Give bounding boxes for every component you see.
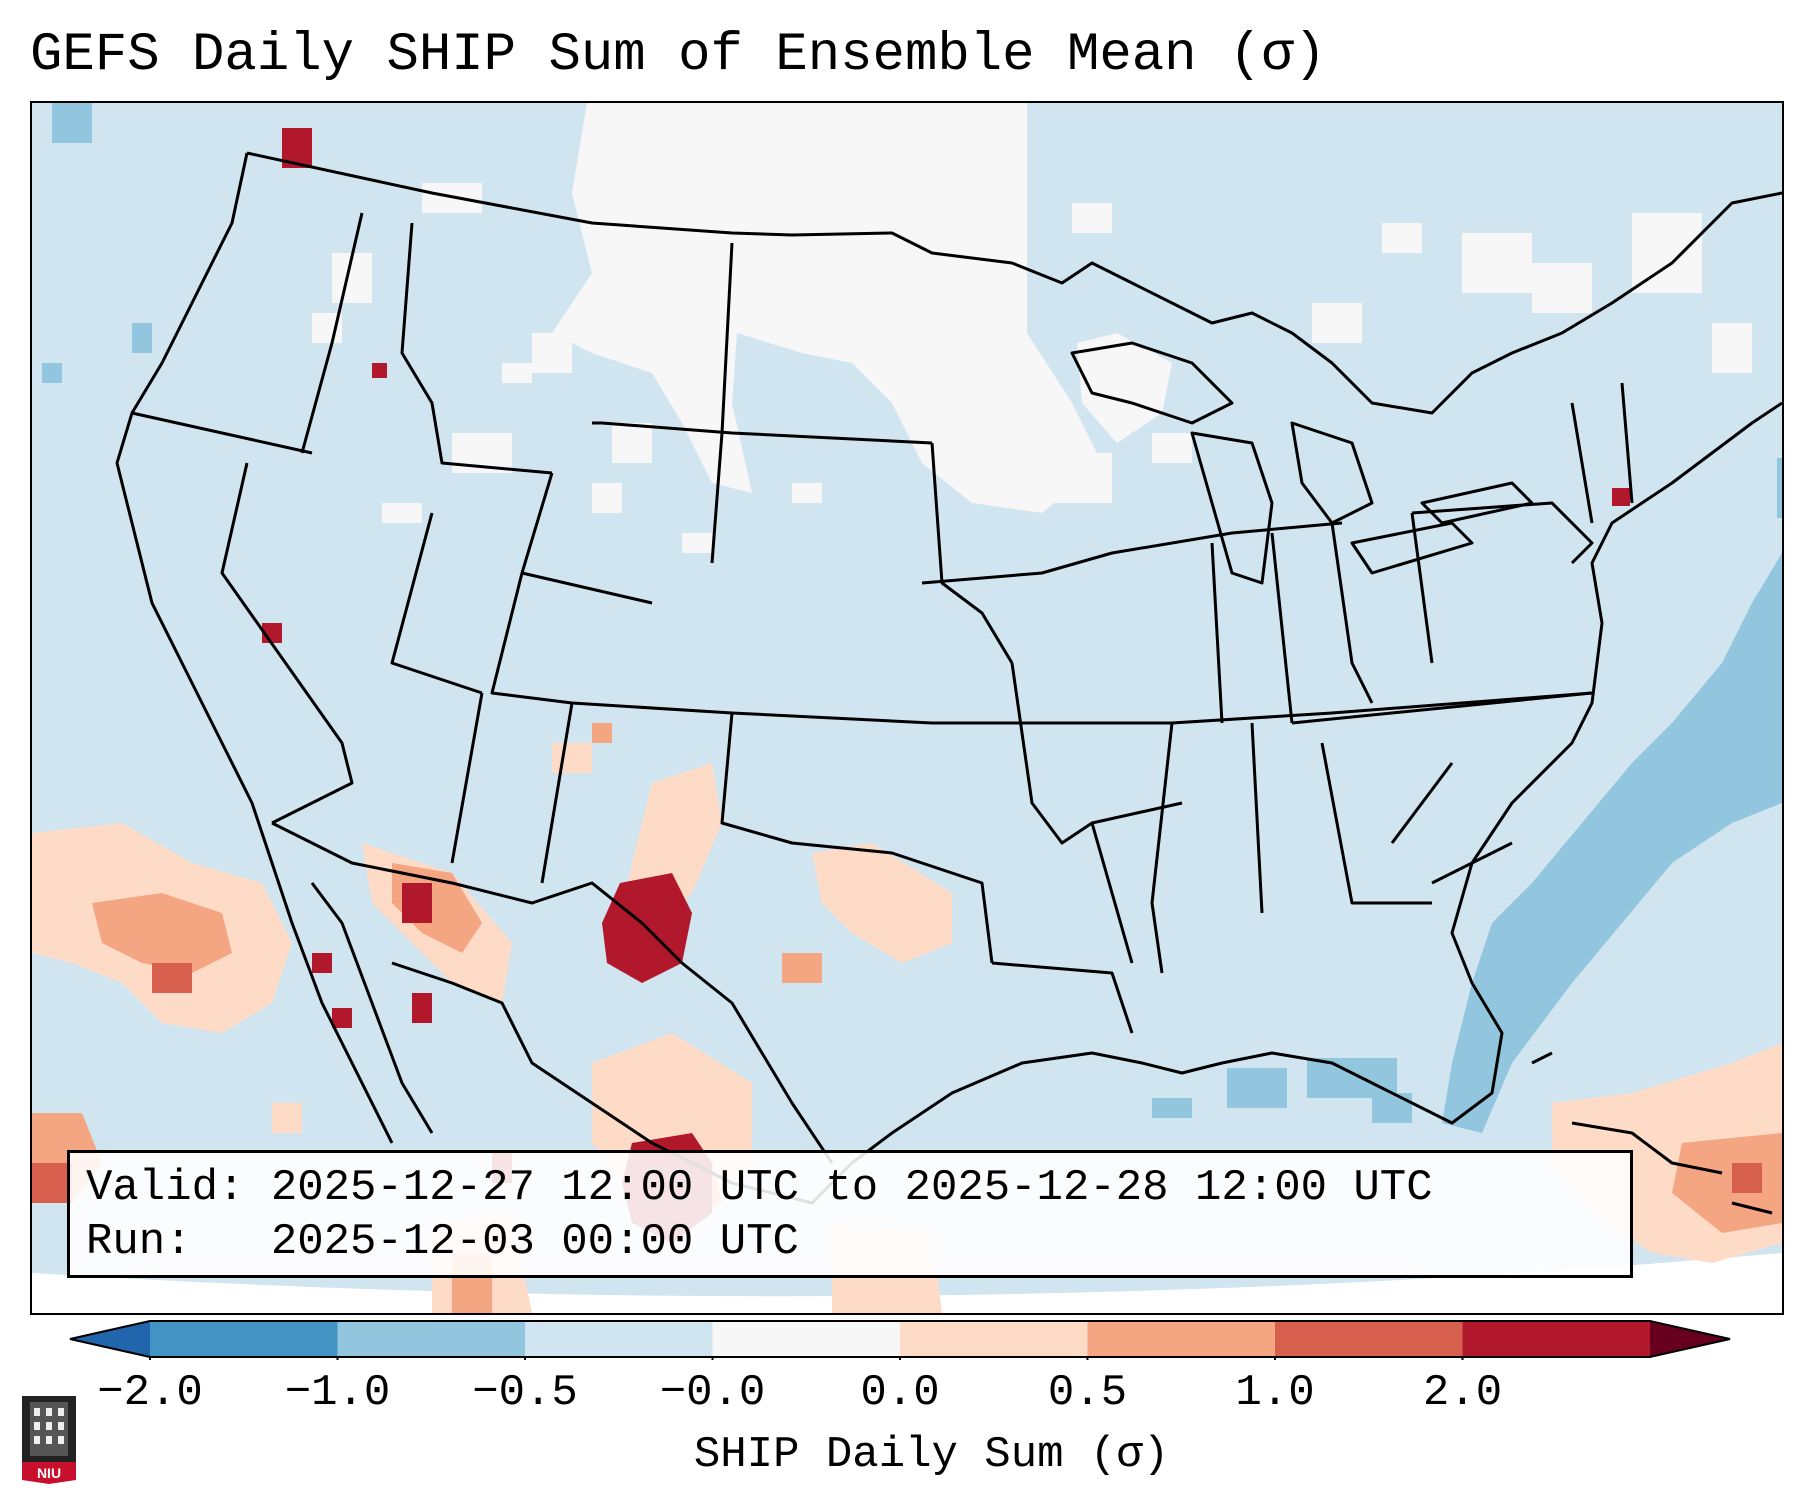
colorbar-segment [1462,1321,1650,1357]
colorbar-label: SHIP Daily Sum (σ) [693,1430,1170,1480]
colorbar-tick-label: −0.5 [472,1368,578,1418]
colorbar-segment [525,1321,713,1357]
valid-time-text: Valid: 2025-12-27 12:00 UTC to 2025-12-2… [86,1163,1433,1213]
colorbar-tick-label: 2.0 [1422,1368,1503,1418]
colorbar-tick-label: 1.0 [1235,1368,1315,1418]
validity-info-box: Valid: 2025-12-27 12:00 UTC to 2025-12-2… [67,1150,1633,1278]
colorbar-tick-label: −1.0 [284,1368,391,1418]
map-canvas [32,103,1782,1313]
colorbar-tick-label: 0.5 [1047,1368,1128,1418]
colorbar-segment [337,1321,525,1357]
colorbar-segment [712,1321,900,1357]
map-panel [30,101,1784,1315]
run-time-text: Run: 2025-12-03 00:00 UTC [86,1217,799,1267]
niu-logo: NIU [22,1396,76,1484]
negative-anomaly-atlantic [42,103,1782,1133]
svg-text:NIU: NIU [37,1465,61,1481]
colorbar-tick-label: 0.0 [860,1368,940,1418]
colorbar [69,1320,1731,1360]
positive-anomaly-strong [32,963,1762,1203]
political-boundaries [115,151,1782,1215]
colorbar-extend-min [70,1321,150,1357]
colorbar-segment [150,1321,338,1357]
colorbar-segment [1087,1321,1275,1357]
near-zero-regions [312,103,1752,553]
colorbar-segment [900,1321,1088,1357]
colorbar-tick-label: −0.0 [659,1368,766,1418]
map-title: GEFS Daily SHIP Sum of Ensemble Mean (σ) [30,25,1327,86]
colorbar-extend-max [1650,1321,1730,1357]
colorbar-segment [1275,1321,1463,1357]
colorbar-tick-label: −2.0 [97,1368,203,1418]
